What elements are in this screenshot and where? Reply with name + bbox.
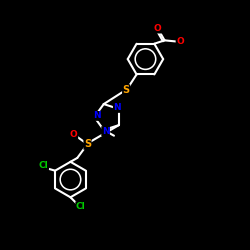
Text: N: N [102,127,109,136]
Text: N: N [93,112,100,120]
Text: O: O [176,37,184,46]
Text: S: S [84,139,91,149]
Text: O: O [70,130,78,138]
Text: S: S [122,85,130,95]
Text: N: N [113,104,121,112]
Text: O: O [154,24,162,33]
Text: Cl: Cl [76,202,86,211]
Text: Cl: Cl [39,160,48,170]
